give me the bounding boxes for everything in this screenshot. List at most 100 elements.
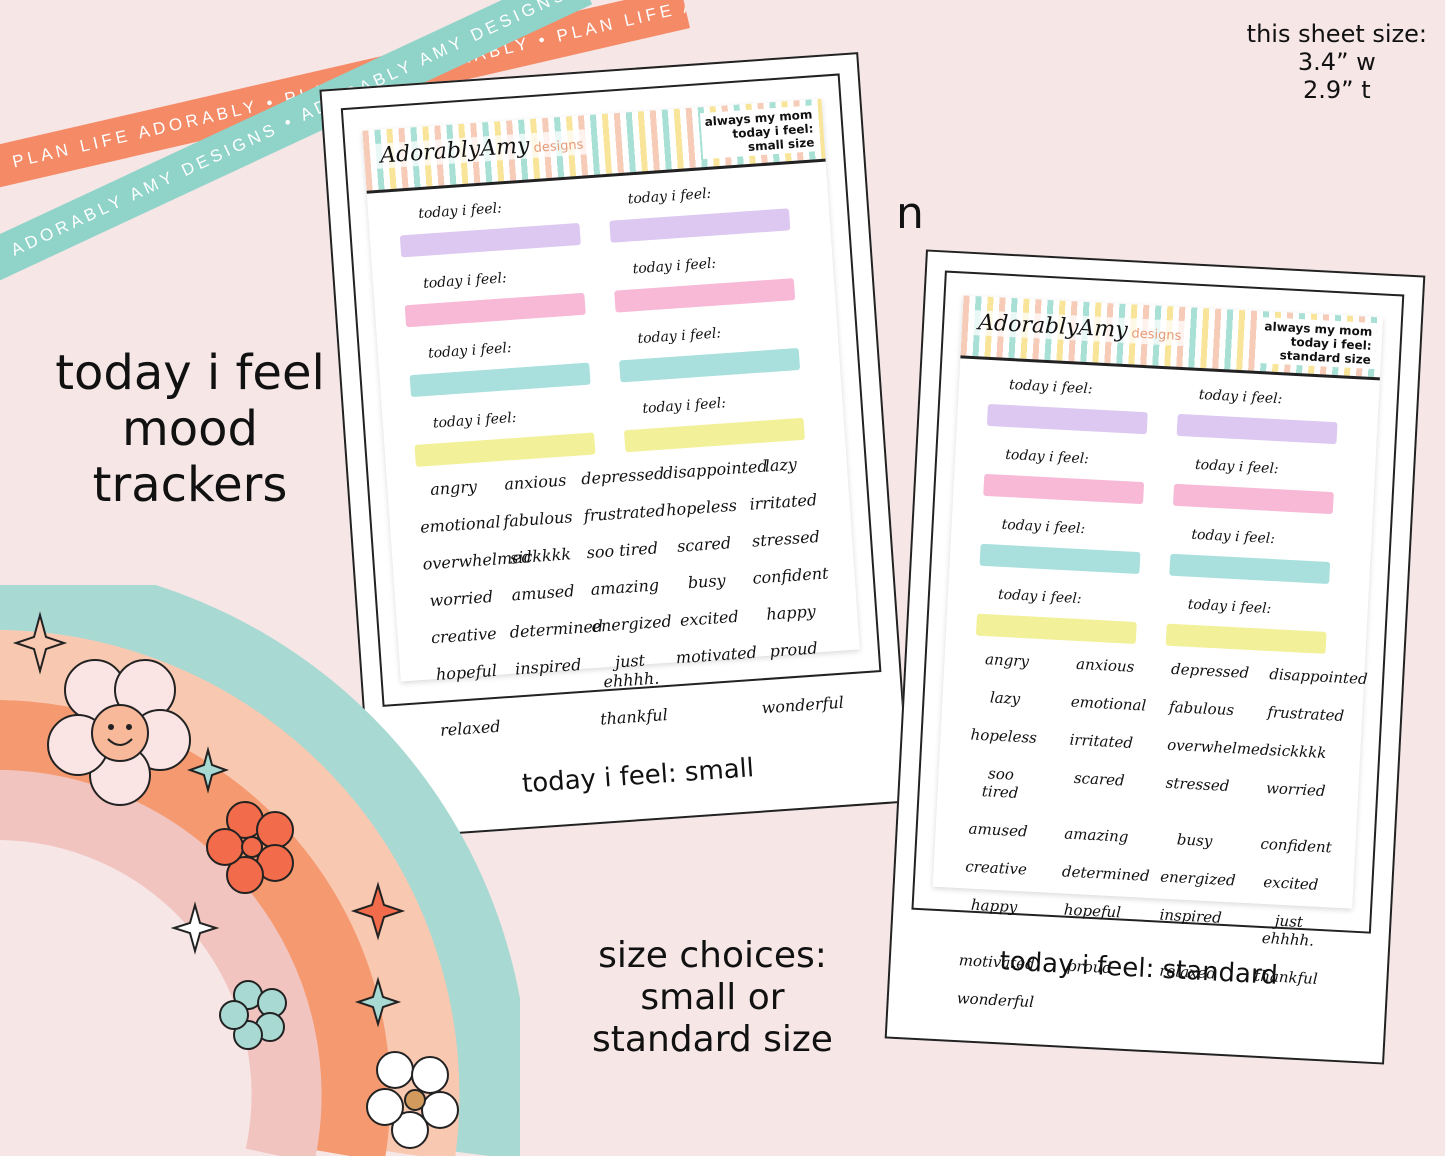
mood-word: amazing bbox=[1063, 824, 1129, 846]
mood-word: irritated bbox=[748, 490, 818, 514]
sheet-size-height: 2.9” t bbox=[1303, 76, 1371, 104]
tracker-label: today i feel: bbox=[1194, 456, 1280, 478]
mood-word: soo tired bbox=[585, 538, 659, 563]
tracker-swatch bbox=[409, 362, 591, 398]
mood-word: busy bbox=[687, 570, 727, 593]
sparkle-icon bbox=[354, 976, 402, 1028]
tracker-swatch bbox=[619, 347, 801, 383]
mood-word: scared bbox=[1073, 768, 1126, 790]
mood-word: anxious bbox=[1075, 654, 1135, 676]
tracker-swatch bbox=[1172, 483, 1334, 515]
tracker-label: today i feel: bbox=[637, 325, 722, 348]
flower-icon bbox=[206, 801, 294, 894]
tracker-label: today i feel: bbox=[422, 270, 508, 292]
tracker-box: today i feel: bbox=[986, 376, 1159, 435]
mood-word: depressed bbox=[580, 463, 665, 489]
mood-word: excited bbox=[679, 606, 740, 630]
mood-word: stressed bbox=[751, 526, 821, 551]
tracker-swatch bbox=[414, 432, 596, 467]
tracker-label: today i feel: bbox=[427, 339, 513, 362]
sparkle-icon bbox=[12, 611, 68, 675]
mood-word: determined bbox=[1061, 862, 1151, 886]
mood-word: lazy bbox=[764, 454, 798, 476]
size-choices-line-1: size choices: bbox=[598, 935, 827, 976]
mood-word: amused bbox=[968, 819, 1029, 841]
mood-word: anxious bbox=[503, 470, 567, 494]
mood-word: lazy bbox=[989, 688, 1021, 708]
standard-sheet-inner-border: AdorablyAmy designs always my mom today i… bbox=[911, 270, 1405, 1011]
tracker-label: today i feel: bbox=[1191, 526, 1276, 548]
mood-word: thankful bbox=[599, 705, 669, 729]
size-choices-text: size choices: small or standard size bbox=[575, 935, 850, 1061]
tracker-swatch bbox=[609, 208, 791, 243]
tracker-label: today i feel: bbox=[641, 395, 727, 417]
rainbow-band-teal bbox=[0, 585, 520, 1156]
mood-word: frustrated bbox=[1266, 702, 1345, 725]
mood-word: proud bbox=[768, 638, 819, 661]
standard-sticker-sheet: AdorablyAmy designs always my mom today i… bbox=[932, 295, 1384, 1011]
mood-word: wonderful bbox=[760, 692, 845, 718]
sparkle-icon bbox=[170, 901, 220, 955]
size-choices-line-3: standard size bbox=[592, 1019, 833, 1060]
mood-word: energized bbox=[590, 611, 673, 637]
tracker-label: today i feel: bbox=[627, 185, 712, 208]
tracker-label: today i feel: bbox=[1198, 386, 1283, 408]
sparkle-icon bbox=[187, 746, 229, 794]
tracker-label: today i feel: bbox=[632, 255, 717, 278]
tracker-label: today i feel: bbox=[997, 586, 1082, 608]
tracker-box: today i feel: bbox=[408, 334, 601, 398]
tracker-box: today i feel: bbox=[1176, 386, 1349, 445]
mood-word: soo tired bbox=[981, 764, 1019, 803]
tracker-label: today i feel: bbox=[1187, 596, 1272, 618]
mood-word: hopeless bbox=[970, 725, 1038, 747]
mood-word: sickkkk bbox=[509, 544, 572, 568]
mood-word: overwhelmed bbox=[1166, 735, 1270, 760]
tracker-box: today i feel: bbox=[1172, 456, 1345, 515]
mood-word: emotional bbox=[1070, 692, 1147, 715]
tracker-label: today i feel: bbox=[1001, 516, 1086, 538]
mood-word: motivated bbox=[675, 642, 758, 668]
mood-word: busy bbox=[1176, 830, 1213, 851]
mood-word: creative bbox=[964, 857, 1028, 879]
tracker-swatch bbox=[399, 222, 581, 258]
sparkle-icon bbox=[350, 881, 406, 941]
tracker-swatch bbox=[983, 473, 1145, 505]
tracker-label: today i feel: bbox=[1004, 446, 1090, 468]
tracker-box: today i feel: bbox=[975, 586, 1148, 645]
mood-word: amazing bbox=[590, 575, 660, 600]
mood-word: confident bbox=[1260, 834, 1333, 857]
title-line-3: trackers bbox=[92, 457, 288, 513]
mood-word: wonderful bbox=[956, 989, 1035, 1012]
mood-word: frustrated bbox=[583, 500, 667, 526]
tracker-box: today i feel: bbox=[622, 389, 815, 453]
standard-sheet-frame: AdorablyAmy designs always my mom today i… bbox=[884, 249, 1426, 1065]
title-line-2: mood bbox=[122, 401, 258, 457]
mood-word: sickkkk bbox=[1268, 741, 1327, 763]
tracker-box: today i feel: bbox=[983, 446, 1155, 505]
sheet-size-width: 3.4” w bbox=[1297, 48, 1376, 76]
sheet-size-label: this sheet size: bbox=[1246, 20, 1427, 48]
tracker-label: today i feel: bbox=[432, 409, 517, 432]
stray-letter: n bbox=[896, 188, 924, 239]
mood-word: energized bbox=[1159, 867, 1237, 890]
smiley-flower-icon bbox=[47, 659, 191, 806]
tracker-grid: today i feel: today i feel: today i feel: t… bbox=[367, 162, 846, 479]
tracker-swatch bbox=[404, 292, 586, 328]
mood-word: happy bbox=[970, 895, 1018, 917]
tracker-swatch bbox=[1165, 623, 1327, 654]
tracker-box: today i feel: bbox=[617, 319, 810, 383]
mood-word: hopeful bbox=[1063, 900, 1122, 922]
brand-logo: AdorablyAmy designs bbox=[373, 129, 591, 170]
flower-icon bbox=[219, 980, 287, 1050]
tracker-box: today i feel: bbox=[612, 249, 805, 313]
mood-word: just ehhhh. bbox=[1261, 911, 1315, 950]
title-line-1: today i feel bbox=[55, 345, 325, 401]
tracker-swatch bbox=[614, 278, 796, 313]
mood-word: overwhelmed bbox=[422, 547, 533, 574]
sheet-header-label: always my mom today i feel: small size bbox=[700, 105, 819, 160]
mood-word: fabulous bbox=[502, 507, 574, 531]
rainbow-illustration bbox=[0, 585, 520, 1156]
mood-word: stressed bbox=[1165, 773, 1230, 796]
tracker-box: today i feel: bbox=[979, 516, 1152, 575]
tracker-label: today i feel: bbox=[417, 200, 503, 223]
